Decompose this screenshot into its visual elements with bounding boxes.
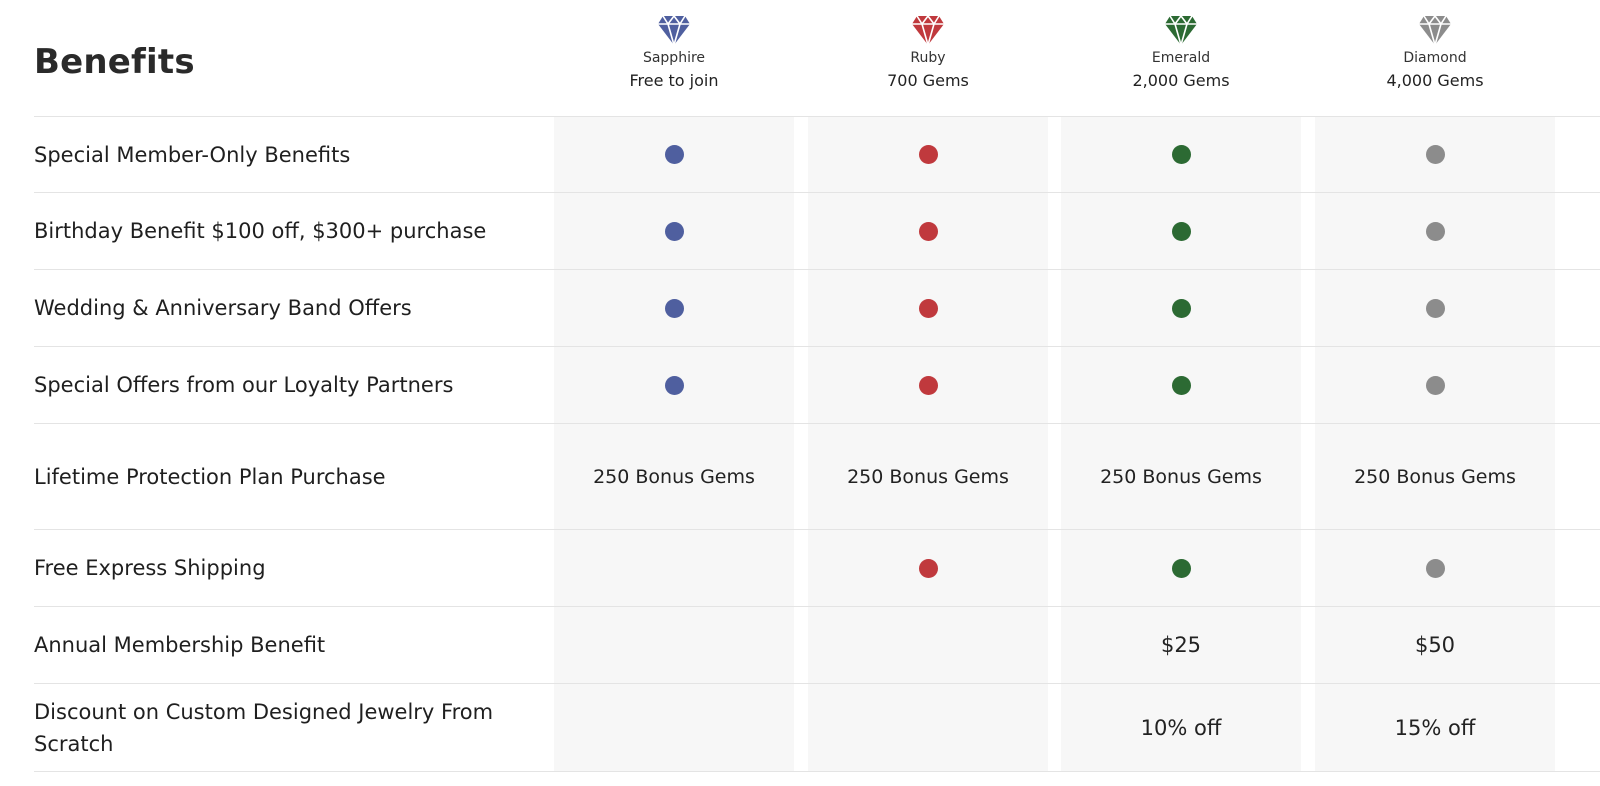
tier-name: Diamond: [1403, 50, 1467, 66]
cell-sapphire: [554, 347, 794, 423]
sapphire-gem-icon: [554, 14, 794, 46]
cell-ruby: [808, 347, 1048, 423]
tier-name: Sapphire: [642, 50, 706, 66]
emerald-gem-icon: [1061, 14, 1301, 46]
cell-diamond: 250 Bonus Gems: [1315, 424, 1555, 529]
cell-diamond: [1315, 117, 1555, 192]
cell-value: $25: [1160, 633, 1202, 657]
cell-diamond: 15% off: [1315, 684, 1555, 771]
cell-emerald: [1061, 270, 1301, 346]
benefit-label: Annual Membership Benefit: [34, 633, 326, 657]
page-title: Benefits: [34, 42, 195, 82]
tier-header-emerald: Emerald 2,000 Gems: [1061, 14, 1301, 90]
included-dot-icon: [664, 375, 684, 395]
diamond-gem-icon: [1315, 14, 1555, 46]
benefit-label: Special Offers from our Loyalty Partners: [34, 373, 454, 397]
cell-value: 10% off: [1140, 715, 1222, 740]
included-dot-icon: [918, 145, 938, 164]
included-dot-icon: [1171, 145, 1191, 164]
cell-sapphire: [554, 607, 794, 683]
cell-ruby: 250 Bonus Gems: [808, 424, 1048, 529]
included-dot-icon: [1171, 221, 1191, 241]
cell-sapphire: 250 Bonus Gems: [554, 424, 794, 529]
table-row: Birthday Benefit $100 off, $300+ purchas…: [34, 193, 1600, 270]
cell-sapphire: [554, 530, 794, 606]
cell-value: 15% off: [1394, 715, 1476, 740]
included-dot-icon: [1425, 558, 1445, 578]
benefits-table: Benefits Sapphire Free to join Ruby 700 Gem…: [34, 0, 1600, 772]
table-row: 10% off 15% off Discount on Custom Designe…: [34, 684, 1600, 772]
tier-name: Ruby: [910, 50, 946, 66]
cell-sapphire: [554, 684, 794, 771]
tier-cost: Free to join: [629, 71, 719, 90]
cell-emerald: [1061, 117, 1301, 192]
tier-header-ruby: Ruby 700 Gems: [808, 14, 1048, 90]
benefit-label: Wedding & Anniversary Band Offers: [34, 296, 412, 320]
table-row: Wedding & Anniversary Band Offers: [34, 270, 1600, 347]
included-dot-icon: [1171, 558, 1191, 578]
cell-ruby: [808, 530, 1048, 606]
cell-diamond: [1315, 270, 1555, 346]
tier-cost: 700 Gems: [887, 71, 969, 90]
included-dot-icon: [664, 145, 684, 164]
included-dot-icon: [918, 558, 938, 578]
included-dot-icon: [664, 298, 684, 318]
benefit-label: Free Express Shipping: [34, 556, 266, 580]
tier-cost: 4,000 Gems: [1386, 71, 1484, 90]
cell-value: 250 Bonus Gems: [1354, 465, 1516, 488]
cell-ruby: [808, 607, 1048, 683]
cell-value: 250 Bonus Gems: [847, 465, 1009, 488]
included-dot-icon: [1171, 298, 1191, 318]
cell-diamond: [1315, 530, 1555, 606]
cell-ruby: [808, 684, 1048, 771]
cell-diamond: $50: [1315, 607, 1555, 683]
tier-header-sapphire: Sapphire Free to join: [554, 14, 794, 90]
table-header: Benefits Sapphire Free to join Ruby 700 Gem…: [34, 0, 1600, 117]
cell-diamond: [1315, 193, 1555, 269]
benefit-label: Lifetime Protection Plan Purchase: [34, 464, 386, 489]
benefit-label: Discount on Custom Designed Jewelry From…: [34, 699, 494, 756]
cell-ruby: [808, 117, 1048, 192]
tier-name: Emerald: [1151, 50, 1211, 66]
included-dot-icon: [1171, 375, 1191, 395]
table-row: Free Express Shipping: [34, 530, 1600, 607]
cell-sapphire: [554, 270, 794, 346]
included-dot-icon: [1425, 298, 1445, 318]
table-row: Special Offers from our Loyalty Partners: [34, 347, 1600, 424]
included-dot-icon: [918, 298, 938, 318]
cell-ruby: [808, 193, 1048, 269]
ruby-gem-icon: [808, 14, 1048, 46]
cell-ruby: [808, 270, 1048, 346]
tier-header-diamond: Diamond 4,000 Gems: [1315, 14, 1555, 90]
tier-cost: 2,000 Gems: [1132, 71, 1230, 90]
cell-emerald: 10% off: [1061, 684, 1301, 771]
table-row: $25 $50 Annual Membership Benefit: [34, 607, 1600, 684]
cell-sapphire: [554, 117, 794, 192]
cell-emerald: [1061, 347, 1301, 423]
included-dot-icon: [918, 221, 938, 241]
included-dot-icon: [1425, 145, 1445, 164]
cell-value: 250 Bonus Gems: [593, 465, 755, 488]
cell-emerald: $25: [1061, 607, 1301, 683]
cell-emerald: [1061, 193, 1301, 269]
cell-sapphire: [554, 193, 794, 269]
benefit-label: Birthday Benefit $100 off, $300+ purchas…: [34, 219, 487, 243]
included-dot-icon: [1425, 221, 1445, 241]
benefit-label: Special Member-Only Benefits: [34, 142, 351, 167]
table-row: Special Member-Only Benefits: [34, 117, 1600, 193]
cell-emerald: [1061, 530, 1301, 606]
included-dot-icon: [664, 221, 684, 241]
cell-value: $50: [1414, 633, 1456, 657]
cell-diamond: [1315, 347, 1555, 423]
included-dot-icon: [918, 375, 938, 395]
cell-value: 250 Bonus Gems: [1100, 465, 1262, 488]
table-row: 250 Bonus Gems 250 Bonus Gems 250 Bonus Ge…: [34, 424, 1600, 530]
included-dot-icon: [1425, 375, 1445, 395]
cell-emerald: 250 Bonus Gems: [1061, 424, 1301, 529]
